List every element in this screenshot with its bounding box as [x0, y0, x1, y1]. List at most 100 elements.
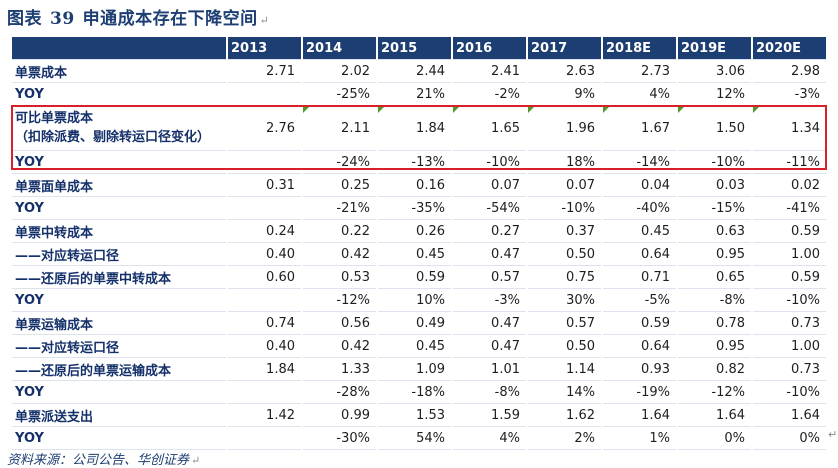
value-cell: 2.76	[227, 105, 303, 151]
row-label: ——对应转运口径	[12, 242, 228, 266]
value-cell: 2.73	[602, 59, 678, 83]
value-cell	[227, 196, 303, 220]
value-cell: -10%	[677, 150, 753, 174]
table-header: 2013 2014 2015 2016 2017 2018E 2019E 2020E	[12, 37, 828, 60]
value-cell: 3.06	[677, 59, 753, 83]
table-row: 单票运输成本 0.74 0.56 0.49 0.47 0.57 0.59 0.78 0.73	[12, 311, 828, 335]
value-cell: -14%	[602, 150, 678, 174]
value-cell	[227, 426, 303, 450]
header-year-cell: 2018E	[602, 37, 678, 60]
value-cell: 0.24	[227, 219, 303, 243]
value-cell: 0.45	[377, 334, 453, 358]
value-cell: 1.62	[527, 403, 603, 427]
header-year-cell: 2019E	[677, 37, 753, 60]
row-label: 可比单票成本 （扣除派费、剔除转运口径变化）	[12, 105, 228, 151]
value-cell: 0.47	[452, 311, 528, 335]
value-cell: 2.02	[302, 59, 378, 83]
value-cell: 0.50	[527, 334, 603, 358]
value-cell: -10%	[752, 380, 828, 404]
value-cell: 0.57	[527, 311, 603, 335]
header-year-cell: 2016	[452, 37, 528, 60]
header-row: 2013 2014 2015 2016 2017 2018E 2019E 2020E	[12, 37, 828, 60]
value-cell: 0%	[677, 426, 753, 450]
value-cell: 1.64	[752, 403, 828, 427]
header-year-cell: 2020E	[752, 37, 828, 60]
value-cell: 1.96	[527, 105, 603, 151]
source-text: 资料来源：公司公告、华创证券	[7, 453, 190, 468]
figure-title-text: 申通成本存在下降空间	[82, 9, 258, 29]
row-label-text: YOY	[15, 384, 44, 400]
comment-marker-icon	[378, 106, 384, 113]
value-cell: -11%	[752, 150, 828, 174]
value-cell: 14%	[527, 380, 603, 404]
value-cell: 4%	[602, 82, 678, 106]
row-label-subtext: （扣除派费、剔除转运口径变化）	[15, 130, 211, 145]
value-cell: -12%	[677, 380, 753, 404]
value-cell: -3%	[452, 288, 528, 312]
table-row: YOY -28% -18% -8% 14% -19% -12% -10%	[12, 380, 828, 404]
value-cell: 1.33	[302, 357, 378, 381]
value-cell: -19%	[602, 380, 678, 404]
row-label-text: ——还原后的单票运输成本	[15, 363, 172, 379]
row-label: YOY	[12, 380, 228, 404]
value-cell: 4%	[452, 426, 528, 450]
comment-marker-icon	[753, 106, 759, 113]
value-cell: 1.59	[452, 403, 528, 427]
value-cell: -41%	[752, 196, 828, 220]
value-cell: 0.95	[677, 334, 753, 358]
value-cell	[227, 150, 303, 174]
row-label-text: ——对应转运口径	[15, 248, 120, 264]
value-cell: 0.93	[602, 357, 678, 381]
value-cell: 1.53	[377, 403, 453, 427]
table-row: YOY -24% -13% -10% 18% -14% -10% -11%	[12, 150, 828, 174]
value-cell: 1%	[602, 426, 678, 450]
value-cell: 1.34	[752, 105, 828, 151]
value-cell: -15%	[677, 196, 753, 220]
row-label-text: 单票成本	[15, 65, 68, 81]
value-cell: -8%	[677, 288, 753, 312]
comment-marker-icon	[678, 106, 684, 113]
value-cell: 2.41	[452, 59, 528, 83]
table-body: 单票成本 2.71 2.02 2.44 2.41 2.63 2.73 3.06 2.98 YOY -…	[12, 59, 828, 450]
value-cell: -21%	[302, 196, 378, 220]
row-label-text: ——对应转运口径	[15, 340, 120, 356]
figure-title: 图表 39 申通成本存在下降空间 ↵	[7, 4, 269, 30]
table-row: ——对应转运口径 0.40 0.42 0.45 0.47 0.50 0.64 0.95 1.00	[12, 334, 828, 358]
table-row: YOY -12% 10% -3% 30% -5% -8% -10%	[12, 288, 828, 312]
table-row: 单票面单成本 0.31 0.25 0.16 0.07 0.07 0.04 0.03 0.02	[12, 173, 828, 197]
value-cell: 54%	[377, 426, 453, 450]
value-cell: 0.53	[302, 265, 378, 289]
value-cell: 0.02	[752, 173, 828, 197]
comment-marker-icon	[303, 106, 309, 113]
value-cell: 30%	[527, 288, 603, 312]
row-label: YOY	[12, 426, 228, 450]
header-blank-cell	[12, 37, 228, 60]
value-cell: 0.42	[302, 334, 378, 358]
figure-label: 图表	[7, 9, 42, 29]
value-cell: 0.95	[677, 242, 753, 266]
value-cell: 0.45	[377, 242, 453, 266]
value-cell: 2%	[527, 426, 603, 450]
value-cell: 0.63	[677, 219, 753, 243]
value-cell: 0.16	[377, 173, 453, 197]
row-label: YOY	[12, 288, 228, 312]
value-cell	[227, 288, 303, 312]
value-cell: 0.45	[602, 219, 678, 243]
value-cell: 0.59	[377, 265, 453, 289]
value-cell: 0.40	[227, 242, 303, 266]
row-label: 单票派送支出	[12, 403, 228, 427]
value-cell: -13%	[377, 150, 453, 174]
value-cell: 0.50	[527, 242, 603, 266]
value-cell: 2.71	[227, 59, 303, 83]
value-cell: -8%	[452, 380, 528, 404]
table-row: YOY -25% 21% -2% 9% 4% 12% -3%	[12, 82, 828, 106]
header-year-cell: 2014	[302, 37, 378, 60]
row-label: 单票面单成本	[12, 173, 228, 197]
value-cell: 0.64	[602, 242, 678, 266]
source-note: 资料来源：公司公告、华创证券 ↵	[7, 449, 200, 468]
value-cell: 0.99	[302, 403, 378, 427]
value-cell: 0.60	[227, 265, 303, 289]
value-cell: -5%	[602, 288, 678, 312]
value-cell: 21%	[377, 82, 453, 106]
row-label: 单票中转成本	[12, 219, 228, 243]
